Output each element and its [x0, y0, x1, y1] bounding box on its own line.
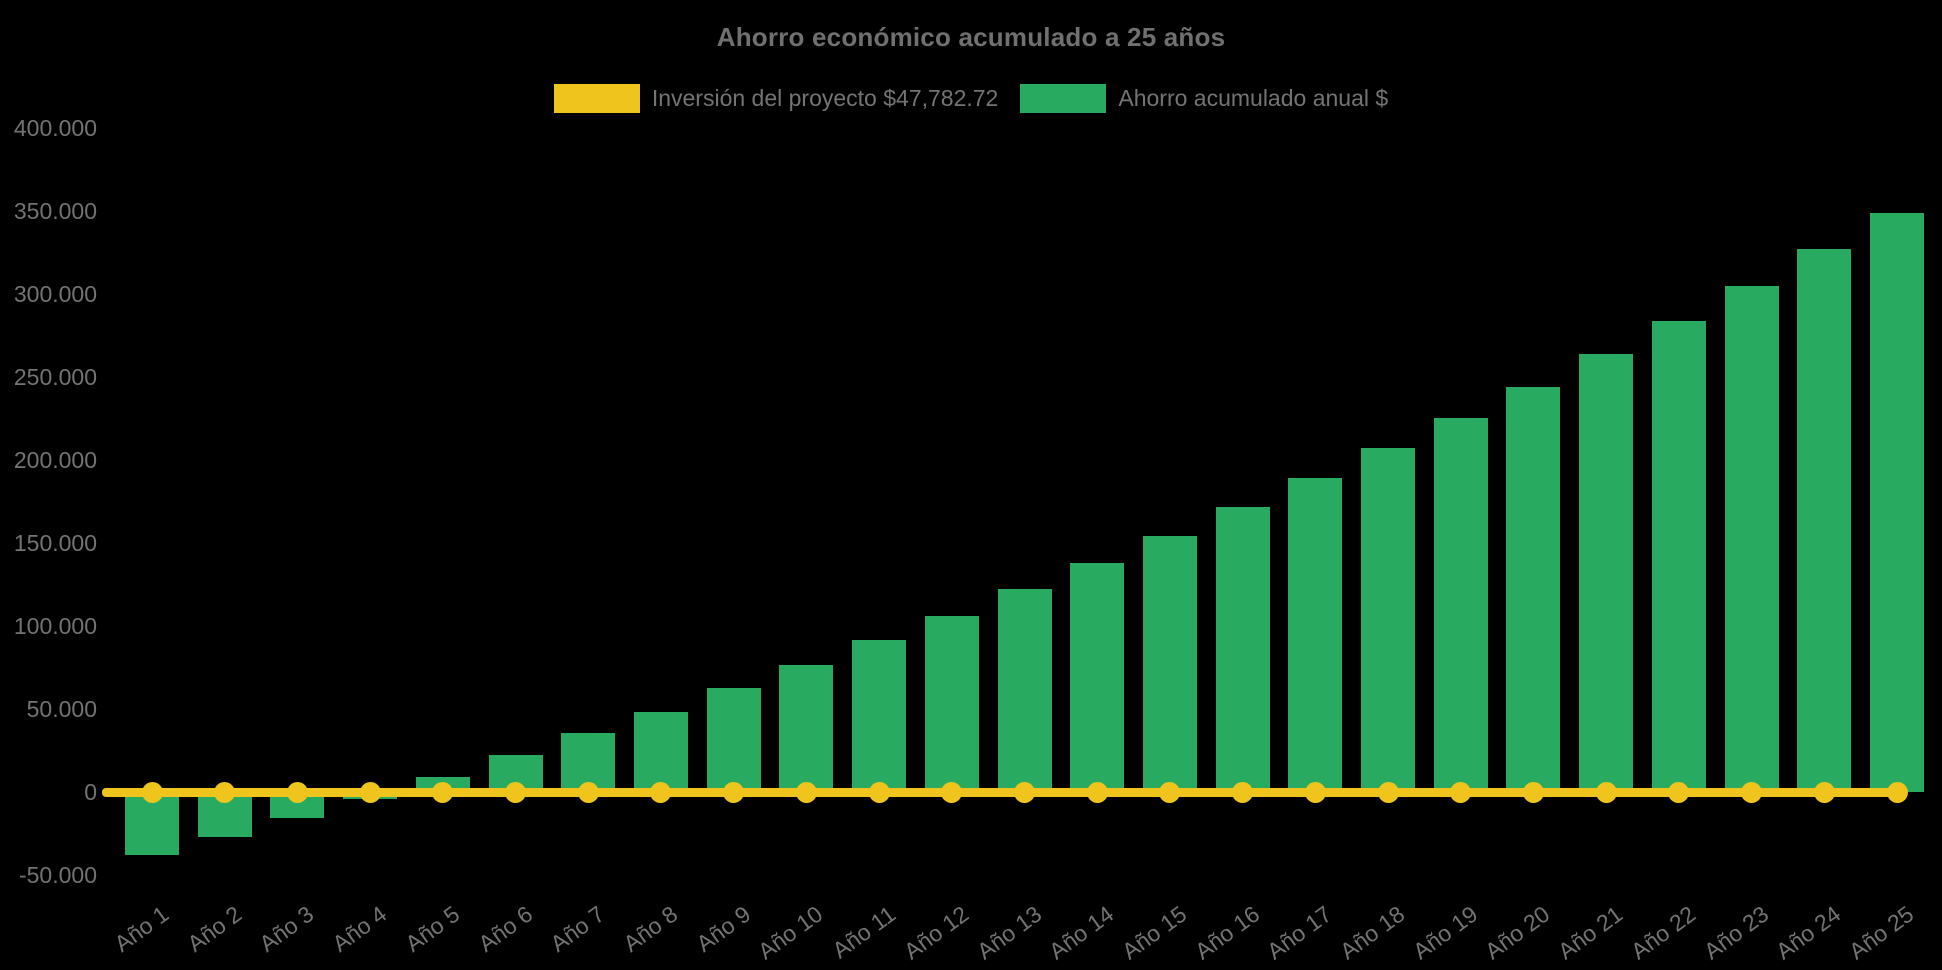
- bar: [1870, 212, 1925, 792]
- legend-label-savings: Ahorro acumulado anual $: [1118, 85, 1389, 111]
- y-tick-label: 150.000: [13, 530, 97, 556]
- line-marker: [577, 781, 599, 803]
- bar: [924, 616, 979, 792]
- line-marker: [1813, 781, 1835, 803]
- legend-item-savings: Ahorro acumulado anual $: [1020, 84, 1388, 113]
- line-marker: [723, 781, 745, 803]
- legend-label-investment: Inversión del proyecto $47,782.72: [651, 85, 999, 111]
- bar: [1070, 562, 1125, 792]
- line-marker: [214, 781, 236, 803]
- legend-item-investment: Inversión del proyecto $47,782.72: [553, 84, 999, 113]
- line-marker: [432, 781, 454, 803]
- chart-title: Ahorro económico acumulado a 25 años: [716, 22, 1226, 52]
- y-tick-label: 0: [84, 779, 97, 805]
- y-tick-label: -50.000: [18, 862, 97, 888]
- bar: [1651, 320, 1706, 792]
- line-marker: [1522, 781, 1544, 803]
- bar: [1579, 353, 1634, 792]
- bar: [1433, 417, 1488, 792]
- bar: [779, 665, 834, 792]
- investment-line: [102, 787, 1898, 797]
- bar: [1797, 249, 1852, 792]
- bar: [1215, 507, 1270, 792]
- bar: [1724, 285, 1779, 792]
- y-tick-label: 200.000: [13, 447, 97, 473]
- investment-line-swatch: [553, 84, 640, 113]
- savings-bar-swatch: [1020, 84, 1107, 113]
- line-marker: [1304, 781, 1326, 803]
- line-marker: [1668, 781, 1690, 803]
- line-marker: [286, 781, 308, 803]
- bar: [633, 712, 688, 792]
- y-tick-label: 100.000: [13, 613, 97, 639]
- bar: [1142, 535, 1197, 792]
- line-marker: [1886, 781, 1908, 803]
- x-tick-label: Año 25: [1844, 900, 1919, 965]
- line-marker: [1159, 781, 1181, 803]
- y-tick-label: 300.000: [13, 281, 97, 307]
- y-tick-label: 400.000: [13, 115, 97, 141]
- line-marker: [795, 781, 817, 803]
- line-marker: [1377, 781, 1399, 803]
- line-marker: [141, 781, 163, 803]
- bar: [1361, 448, 1416, 792]
- line-marker: [1014, 781, 1036, 803]
- bar: [852, 640, 907, 792]
- line-marker: [1595, 781, 1617, 803]
- line-marker: [868, 781, 890, 803]
- legend: Inversión del proyecto $47,782.72 Ahorro…: [0, 84, 1942, 113]
- y-tick-label: 50.000: [26, 696, 97, 722]
- bar: [125, 792, 179, 856]
- bar: [997, 589, 1052, 792]
- y-tick-label: 350.000: [13, 198, 97, 224]
- line-marker: [1232, 781, 1254, 803]
- line-marker: [1741, 781, 1763, 803]
- line-marker: [505, 781, 527, 803]
- y-tick-label: 250.000: [13, 364, 97, 390]
- line-marker: [359, 781, 381, 803]
- bar: [706, 688, 761, 792]
- bar: [1288, 478, 1343, 792]
- line-marker: [1086, 781, 1108, 803]
- line-marker: [941, 781, 963, 803]
- line-marker: [1450, 781, 1472, 803]
- bar: [1506, 386, 1561, 792]
- line-marker: [650, 781, 672, 803]
